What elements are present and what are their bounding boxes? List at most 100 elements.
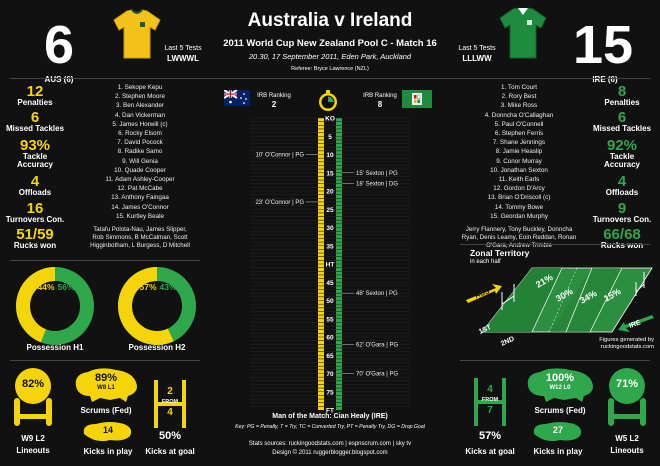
aus-possession-arc (118, 267, 196, 345)
aus-player-5: 5. James Horwill (c) (112, 120, 168, 128)
ire-player-15: 15. Geordan Murphy (490, 212, 548, 220)
aus-lineouts-label: Lineouts (16, 446, 50, 455)
ire-player-5: 5. Paul O'Connell (494, 120, 544, 128)
ire-scrum-icon (527, 368, 593, 402)
ire-goal-made: 4 (487, 384, 493, 395)
zonal-aus-label: AUS (474, 288, 491, 300)
timeline-tick-20: 20 (326, 189, 334, 196)
ire-player-7: 7. Shane Jennings (492, 139, 546, 147)
possession-divider-bottom (10, 360, 200, 361)
ire-goal-from: FROM (481, 397, 499, 403)
timeline-tick-ft: FT (326, 408, 334, 415)
ire-player-6: 6. Stephen Ferris (494, 130, 544, 138)
ire-kicks-in-play-icon (533, 422, 582, 442)
timeline-tick-25: 25 (326, 207, 334, 214)
ire-lineout-icon (608, 368, 646, 426)
ire-tackle-accuracy-label: Tackle Accuracy (603, 151, 641, 170)
ire-irb-rank: 8 (377, 100, 383, 109)
aus-goal-made: 2 (167, 386, 173, 397)
aus-scrums-label: Scrums (Fed) (80, 406, 132, 415)
ire-player-4: 4. Donncha O'Callaghan (484, 111, 554, 119)
aus-score: 6 (43, 15, 75, 75)
aus-last5: LWWWL (167, 54, 199, 63)
ire-player-14: 14. Tommy Bowe (494, 203, 544, 211)
ire-lineup: 1. Tom Court 2. Rory Best 3. Mike Ross 4. D… (450, 83, 588, 251)
aus-player-6: 6. Rocky Elsom (118, 130, 162, 138)
aus-rucks-label: Rucks won (13, 241, 57, 251)
ire-lineouts-record: W5 L2 (615, 434, 639, 443)
design-credit: Design © 2011 ruggerblogger.blogspot.com (272, 450, 388, 456)
ire-goal-label: Kicks at goal (465, 447, 515, 456)
page-title: Australia v Ireland (247, 10, 413, 31)
aus-bench-line-3: Higginbotham, L Burgess, D Mitchell (90, 242, 190, 250)
ire-player-9: 9. Conor Murray (496, 157, 542, 165)
timeline-event-aus-1: 10' O'Connor | PG (255, 153, 304, 159)
aus-player-4: 4. Dan Vickerman (115, 111, 165, 119)
ire-penalties-value: 8 (617, 83, 627, 100)
aus-lineup: 1. Sekope Kepu 2. Stephen Moore 3. Ben Ale… (70, 83, 210, 251)
aus-player-10: 10. Quade Cooper (114, 166, 166, 174)
ire-score-label: IRE (6) (592, 75, 618, 84)
ire-scrums-pct: 100% (545, 372, 575, 384)
aus-turnovers-label: Turnovers Con. (5, 214, 65, 224)
ire-rucks-value: 66/68 (603, 226, 641, 244)
timeline-tick-5: 5 (328, 134, 332, 141)
aus-player-1: 1. Sekope Kepu (117, 84, 163, 91)
zonal-subtitle: in each half (470, 259, 501, 265)
aus-goalposts-icon (154, 380, 186, 428)
ire-kicks-play-label: Kicks in play (533, 447, 583, 456)
aus-scrums-record: W8 L1 (97, 385, 115, 391)
match-datetime: 20.30, 17 September 2011, Eden Park, Auc… (248, 52, 412, 61)
ire-bench-line-3: O'Gara, Andrew Trimble (486, 242, 552, 250)
aus-irb-label: IRB Ranking (257, 93, 291, 99)
ire-player-12: 12. Gordon D'Arcy (493, 185, 545, 193)
aus-player-3: 3. Ben Alexander (116, 102, 164, 110)
ire-offloads-value: 4 (617, 172, 627, 190)
timeline-tick-45: 45 (326, 280, 334, 287)
aus-possession-value: 57% (139, 282, 156, 292)
aus-goal-label: Kicks at goal (145, 447, 195, 456)
ire-bench-line-1: Jerry Flannery, Tony Buckley, Donncha (465, 226, 573, 234)
ire-player-2: 2. Rory Best (501, 93, 537, 101)
ire-last5-label: Last 5 Tests (458, 45, 496, 52)
timeline-tick-65: 65 (326, 353, 334, 360)
aus-player-8: 8. Radike Samo (117, 148, 163, 156)
timeline-tick-10: 10 (326, 152, 334, 159)
stopwatch-icon (319, 90, 337, 111)
timeline-tick-ht: HT (326, 262, 335, 269)
ire-tackle-accuracy-value: 92% (606, 136, 638, 154)
ire-penalties-label: Penalties (604, 98, 640, 107)
timeline-event-ire-6: 62' O'Gara | PG (356, 342, 399, 348)
zonal-title: Zonal Territory (470, 248, 530, 258)
timeline-tick-15: 15 (326, 170, 334, 177)
aus-kicks-in-play-icon (83, 422, 132, 442)
aus-scrum-icon (75, 368, 137, 402)
aus-jersey-icon (113, 9, 161, 59)
ire-lineouts-label: Lineouts (610, 446, 644, 455)
timeline-event-ire-2: 15' Sexton | PG (356, 171, 398, 177)
ire-player-11: 11. Keith Earls (498, 176, 540, 184)
aus-tackle-accuracy-label: Tackle Accuracy (16, 151, 54, 170)
aus-irb-rank: 2 (271, 100, 277, 109)
aus-player-15: 15. Kurtley Beale (116, 212, 164, 220)
ire-stats-panel: 8 Penalties 6 Missed Tackles 92% Tackle … (588, 81, 656, 251)
aus-goal-att: 4 (167, 407, 173, 418)
timeline-tick-75: 75 (326, 389, 334, 396)
ire-irb-label: IRB Ranking (363, 93, 397, 99)
aus-lineouts-pct: 82% (21, 378, 45, 390)
aus-possession-arc (16, 267, 94, 345)
possession-h2-label: Possession H2 (128, 343, 186, 352)
ire-lineouts-pct: 71% (615, 378, 639, 390)
aus-lineouts-record: W9 L2 (21, 434, 45, 443)
timeline-tick-70: 70 (326, 371, 334, 378)
ire-missed-tackles-value: 6 (617, 109, 627, 127)
ire-bench-line-2: Ryan, Denis Leamy, Eoin Reddan, Ronan (461, 234, 577, 242)
timeline-event-ire-7: 70' O'Gara | PG (356, 372, 399, 378)
aus-lineout-icon (14, 368, 52, 426)
ire-turnovers-value: 9 (617, 199, 627, 217)
timeline-tick-ko: KO (325, 116, 335, 123)
aus-missed-tackles-value: 6 (30, 109, 40, 127)
ire-player-13: 13. Brian O'Driscoll (c) (487, 194, 551, 202)
key-legend: Key: PG = Penalty, T = Try, TC = Convert… (235, 424, 425, 430)
australia-flag-icon (224, 90, 250, 106)
